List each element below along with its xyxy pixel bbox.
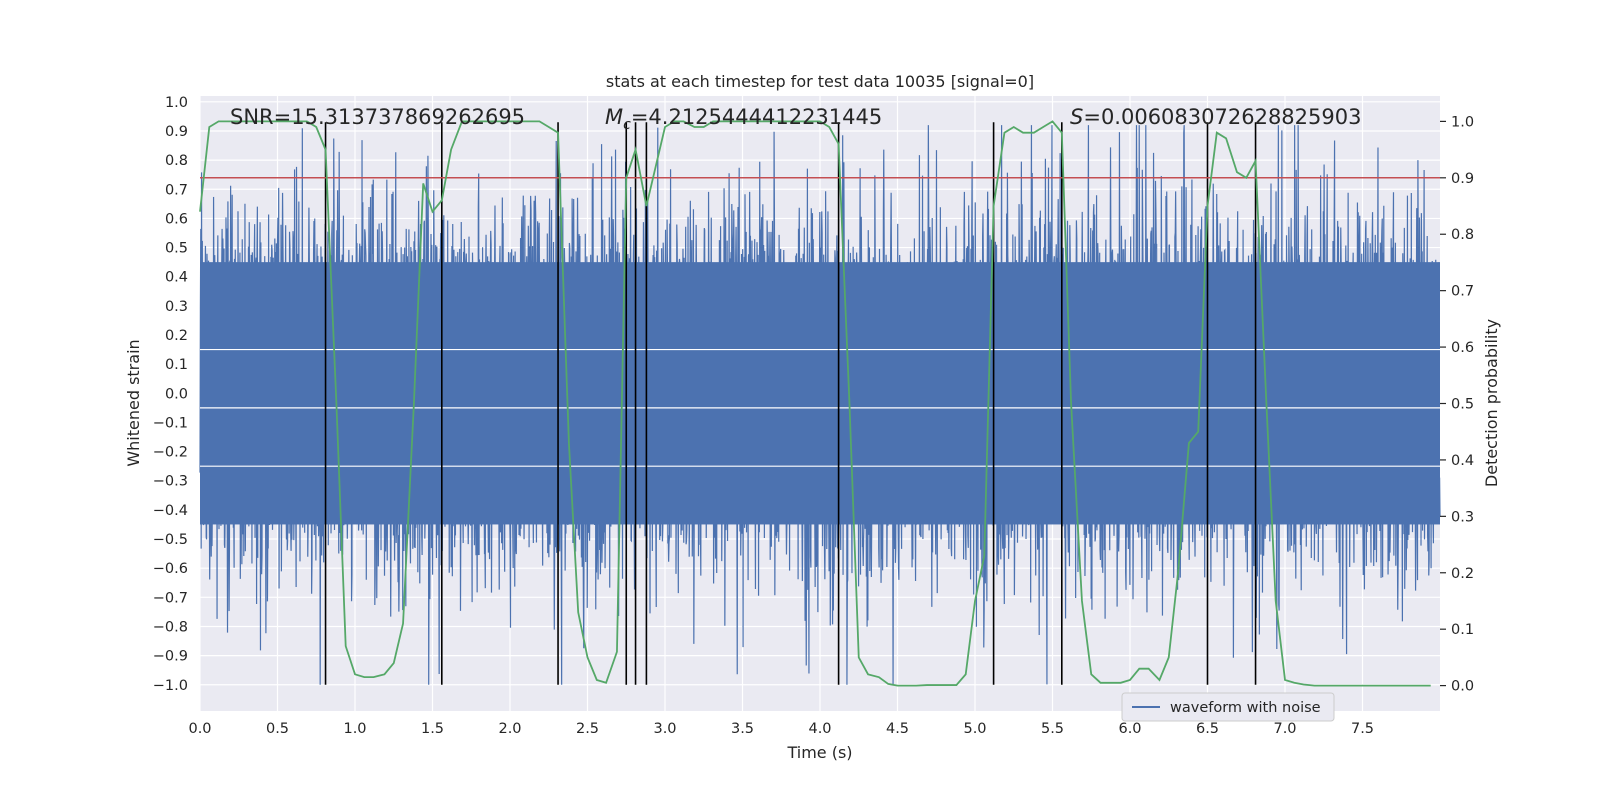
x-tick-label-14: 7.0 [1273, 721, 1296, 737]
y-left-tick-label-16: 0.6 [165, 211, 188, 227]
x-tick-label-13: 6.5 [1196, 721, 1219, 737]
y-axis-left-ticks: −1.0 −0.9 −0.8 −0.7 −0.6 −0.5 −0.4 −0.3 −0.2 −0.1… [153, 95, 188, 694]
y-right-tick-label-0: 0.0 [1451, 679, 1474, 695]
s-symbol: S [1070, 105, 1083, 129]
y-right-tick-label-10: 1.0 [1451, 114, 1474, 130]
y-left-tick-label-8: −0.2 [153, 445, 188, 461]
x-tick-label-7: 3.5 [731, 721, 754, 737]
y-left-tick-label-1: −0.9 [153, 649, 188, 665]
y-left-tick-label-20: 1.0 [165, 95, 188, 111]
y-left-tick-label-17: 0.7 [165, 182, 188, 198]
x-tick-label-6: 3.0 [653, 721, 676, 737]
y-axis-right-label: Detection probability [1482, 319, 1501, 487]
y-left-tick-label-5: −0.5 [153, 532, 188, 548]
y-right-tick-label-8: 0.8 [1451, 227, 1474, 243]
waveform-series [199, 125, 1441, 685]
y-right-tick-label-1: 0.1 [1451, 622, 1474, 638]
y-left-tick-label-12: 0.2 [165, 328, 188, 344]
y-left-tick-label-18: 0.8 [165, 153, 188, 169]
y-left-tick-label-9: −0.1 [153, 415, 188, 431]
x-tick-label-0: 0.0 [188, 721, 211, 737]
y-left-tick-label-6: −0.4 [153, 503, 188, 519]
y-left-tick-label-2: −0.8 [153, 619, 188, 635]
probability-series [199, 120, 1431, 687]
x-tick-label-12: 6.0 [1118, 721, 1141, 737]
mc-annotation: Mc=4.2125444412231445 [605, 105, 882, 133]
x-tick-label-5: 2.5 [576, 721, 599, 737]
x-tick-label-8: 4.0 [808, 721, 831, 737]
x-tick-label-4: 2.0 [498, 721, 521, 737]
y-right-tick-label-2: 0.2 [1451, 566, 1474, 582]
x-tick-label-9: 4.5 [886, 721, 909, 737]
y-right-tick-label-9: 0.9 [1451, 171, 1474, 187]
mc-value: =4.2125444412231445 [631, 105, 882, 129]
y-right-tick-label-4: 0.4 [1451, 453, 1474, 469]
x-axis-ticks: 0.0 0.5 1.0 1.5 2.0 2.5 3.0 3.5 4.0 4.5 5.0 5.5 6.0 6… [188, 721, 1374, 737]
y-left-tick-label-14: 0.4 [165, 270, 188, 286]
y-left-tick-label-13: 0.3 [165, 299, 188, 315]
legend-item-waveform: waveform with noise [1170, 700, 1321, 716]
y-right-tick-label-7: 0.7 [1451, 284, 1474, 300]
x-tick-label-15: 7.5 [1351, 721, 1374, 737]
mc-symbol: M [605, 105, 623, 129]
y-left-tick-label-10: 0.0 [165, 386, 188, 402]
s-value: =0.006083072628825903 [1083, 105, 1361, 129]
x-tick-label-10: 5.0 [963, 721, 986, 737]
y-right-tick-label-3: 0.3 [1451, 509, 1474, 525]
s-annotation: S=0.006083072628825903 [1070, 105, 1361, 129]
y-left-tick-label-0: −1.0 [153, 678, 188, 694]
x-tick-label-1: 0.5 [266, 721, 289, 737]
y-left-tick-label-7: −0.3 [153, 474, 188, 490]
y-left-tick-label-11: 0.1 [165, 357, 188, 373]
mc-subscript: c [623, 117, 631, 133]
chart-title: stats at each timestep for test data 100… [606, 72, 1034, 91]
x-tick-label-11: 5.5 [1041, 721, 1064, 737]
snr-annotation: SNR=15.313737869262695 [230, 105, 525, 129]
waveform-core-band [200, 262, 1440, 525]
legend: waveform with noise [1121, 692, 1335, 722]
probability-line [199, 120, 1431, 687]
y-axis-right-ticks: 0.0 0.1 0.2 0.3 0.4 0.5 0.6 0.7 0.8 0.9 1.0 [1440, 114, 1474, 695]
x-axis-label: Time (s) [786, 743, 852, 762]
y-right-tick-label-5: 0.5 [1451, 397, 1474, 413]
y-left-tick-label-15: 0.5 [165, 241, 188, 257]
y-left-tick-label-3: −0.7 [153, 590, 188, 606]
y-axis-left-label: Whitened strain [124, 339, 143, 466]
vertical-markers [324, 122, 1257, 685]
x-tick-label-2: 1.0 [343, 721, 366, 737]
y-right-tick-label-6: 0.6 [1451, 340, 1474, 356]
legend-box [1121, 692, 1335, 722]
x-tick-label-3: 1.5 [421, 721, 444, 737]
y-left-tick-label-19: 0.9 [165, 124, 188, 140]
y-left-tick-label-4: −0.6 [153, 561, 188, 577]
